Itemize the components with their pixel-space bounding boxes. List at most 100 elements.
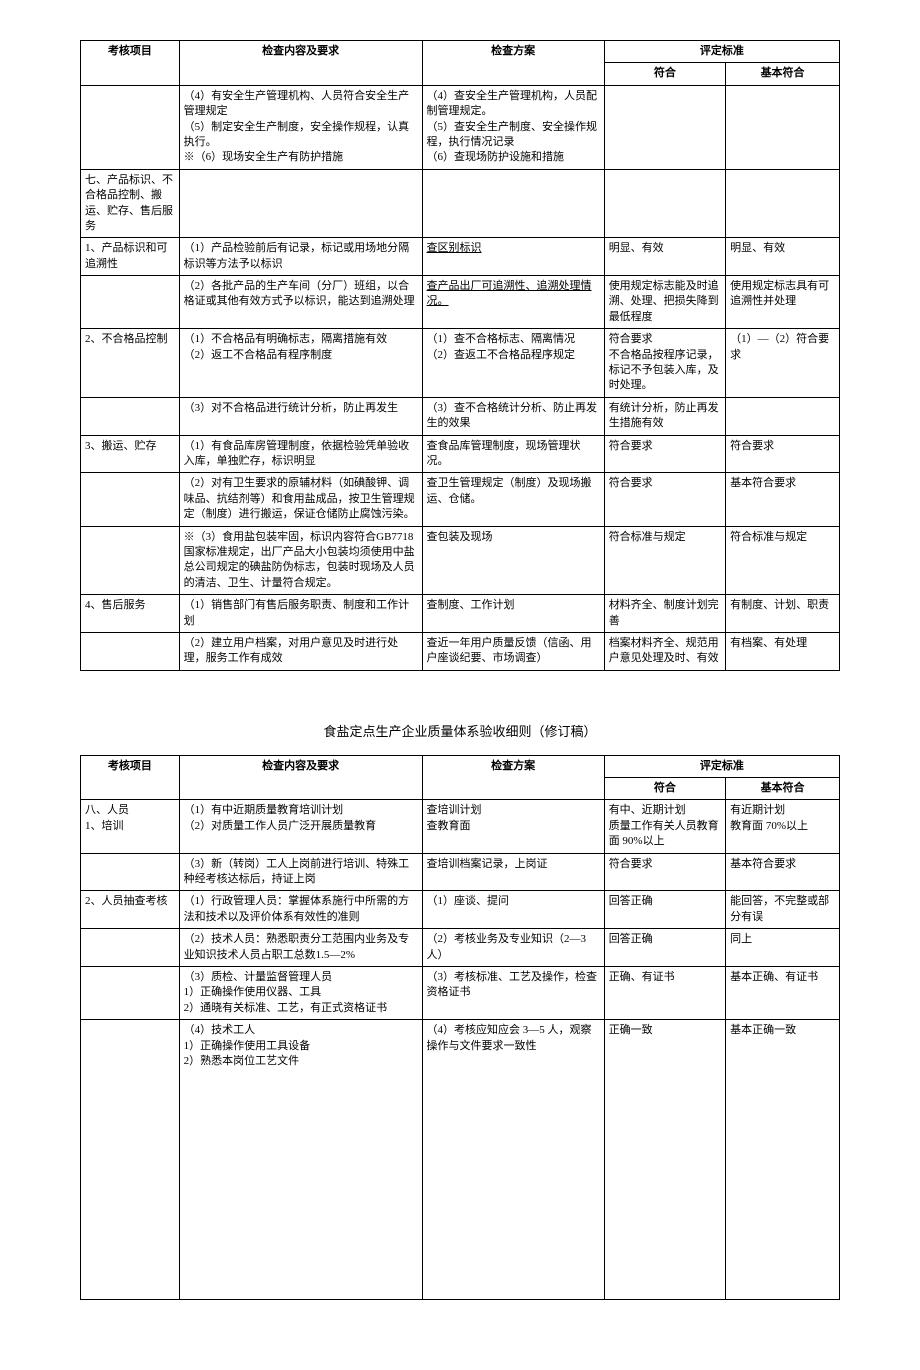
cell-item xyxy=(81,526,180,595)
cell-plan: 查食品库管理制度，现场管理状况。 xyxy=(422,435,604,473)
cell-plan: 查卫生管理规定（制度）及现场搬运、仓储。 xyxy=(422,473,604,526)
cell-conform: 符合要求 xyxy=(604,473,725,526)
cell-basic: 基本符合要求 xyxy=(726,853,840,891)
cell-basic xyxy=(726,169,840,238)
table-row: 2、人员抽查考核（1）行政管理人员：掌握体系施行中所需的方法和技术以及评价体系有… xyxy=(81,891,840,929)
cell-plan: （2）考核业务及专业知识（2—3 人） xyxy=(422,929,604,967)
table-row: （2）对有卫生要求的原辅材料（如碘酸钾、调味品、抗结剂等）和食用盐成品，按卫生管… xyxy=(81,473,840,526)
cell-basic: 符合要求 xyxy=(726,435,840,473)
cell-item xyxy=(81,276,180,329)
cell-content: （3）质检、计量监督管理人员1）正确操作使用仪器、工具2）通晓有关标准、工艺，有… xyxy=(179,966,422,1019)
cell-item: 3、搬运、贮存 xyxy=(81,435,180,473)
cell-conform: 符合标准与规定 xyxy=(604,526,725,595)
cell-conform: 正确、有证书 xyxy=(604,966,725,1019)
cell-item xyxy=(81,85,180,169)
table-row: （2）建立用户档案，对用户意见及时进行处理，服务工作有成效查近一年用户质量反馈（… xyxy=(81,632,840,670)
cell-plan: 查近一年用户质量反馈（信函、用户座谈纪要、市场调查） xyxy=(422,632,604,670)
document-title: 食盐定点生产企业质量体系验收细则（修订稿） xyxy=(80,701,840,755)
cell-plan: （4）考核应知应会 3—5 人，观察操作与文件要求一致性 xyxy=(422,1020,604,1300)
cell-basic: 使用规定标志具有可追溯性并处理 xyxy=(726,276,840,329)
cell-conform: 符合要求 xyxy=(604,435,725,473)
header-content: 检查内容及要求 xyxy=(179,41,422,86)
table-row: （2）各批产品的生产车间（分厂）班组，以合格证或其他有效方式予以标识，能达到追溯… xyxy=(81,276,840,329)
table-row: （4）有安全生产管理机构、人员符合安全生产管理规定（5）制定安全生产制度，安全操… xyxy=(81,85,840,169)
cell-item: 4、售后服务 xyxy=(81,595,180,633)
header-basic: 基本符合 xyxy=(726,63,840,85)
cell-basic: 基本符合要求 xyxy=(726,473,840,526)
table-row: 2、不合格品控制（1）不合格品有明确标志，隔离措施有效（2）返工不合格品有程序制… xyxy=(81,329,840,398)
cell-item: 1、产品标识和可追溯性 xyxy=(81,238,180,276)
cell-content: （3）对不合格品进行统计分析，防止再发生 xyxy=(179,397,422,435)
cell-content xyxy=(179,169,422,238)
cell-plan: 查制度、工作计划 xyxy=(422,595,604,633)
cell-conform: 回答正确 xyxy=(604,929,725,967)
cell-basic xyxy=(726,397,840,435)
table-row: 七、产品标识、不合格品控制、搬运、贮存、售后服务 xyxy=(81,169,840,238)
cell-content: （4）有安全生产管理机构、人员符合安全生产管理规定（5）制定安全生产制度，安全操… xyxy=(179,85,422,169)
cell-plan xyxy=(422,169,604,238)
cell-content: （1）行政管理人员：掌握体系施行中所需的方法和技术以及评价体系有效性的准则 xyxy=(179,891,422,929)
table-row: （2）技术人员：熟悉职责分工范围内业务及专业知识技术人员占职工总数1.5—2%（… xyxy=(81,929,840,967)
table-row: （3）对不合格品进行统计分析，防止再发生（3）查不合格统计分析、防止再发生的效果… xyxy=(81,397,840,435)
cell-plan: （3）考核标准、工艺及操作，检查资格证书 xyxy=(422,966,604,1019)
table-row: （3）质检、计量监督管理人员1）正确操作使用仪器、工具2）通晓有关标准、工艺，有… xyxy=(81,966,840,1019)
cell-plan: 查区别标识 xyxy=(422,238,604,276)
header-conform-2: 符合 xyxy=(604,778,725,800)
cell-content: （2）各批产品的生产车间（分厂）班组，以合格证或其他有效方式予以标识，能达到追溯… xyxy=(179,276,422,329)
cell-item xyxy=(81,1020,180,1300)
cell-basic: 基本正确一致 xyxy=(726,1020,840,1300)
cell-basic: 基本正确、有证书 xyxy=(726,966,840,1019)
cell-basic: 能回答，不完整或部分有误 xyxy=(726,891,840,929)
header-standard-2: 评定标准 xyxy=(604,755,839,777)
cell-item xyxy=(81,853,180,891)
cell-plan: 查包装及现场 xyxy=(422,526,604,595)
cell-item: 2、不合格品控制 xyxy=(81,329,180,398)
header-plan-2: 检查方案 xyxy=(422,755,604,800)
cell-conform: 有中、近期计划质量工作有关人员教育面 90%以上 xyxy=(604,800,725,853)
header-item-2: 考核项目 xyxy=(81,755,180,800)
cell-content: （1）产品检验前后有记录，标记或用场地分隔标识等方法予以标识 xyxy=(179,238,422,276)
cell-plan: （3）查不合格统计分析、防止再发生的效果 xyxy=(422,397,604,435)
cell-basic xyxy=(726,85,840,169)
cell-conform: 材料齐全、制度计划完善 xyxy=(604,595,725,633)
cell-content: （3）新（转岗）工人上岗前进行培训、特殊工种经考核达标后，持证上岗 xyxy=(179,853,422,891)
header-basic-2: 基本符合 xyxy=(726,778,840,800)
cell-conform: 符合要求 xyxy=(604,853,725,891)
cell-conform: 回答正确 xyxy=(604,891,725,929)
header-item: 考核项目 xyxy=(81,41,180,86)
cell-plan: 查产品出厂可追溯性、追溯处理情况。 xyxy=(422,276,604,329)
cell-conform xyxy=(604,85,725,169)
cell-plan: 查培训档案记录，上岗证 xyxy=(422,853,604,891)
cell-item xyxy=(81,632,180,670)
cell-plan: （1）查不合格标志、隔离情况（2）查返工不合格品程序规定 xyxy=(422,329,604,398)
cell-item xyxy=(81,929,180,967)
cell-plan: （1）座谈、提问 xyxy=(422,891,604,929)
cell-basic: 有档案、有处理 xyxy=(726,632,840,670)
cell-conform: 有统计分析，防止再发生措施有效 xyxy=(604,397,725,435)
header-standard: 评定标准 xyxy=(604,41,839,63)
cell-conform: 使用规定标志能及时追溯、处理、把损失降到最低程度 xyxy=(604,276,725,329)
cell-item: 八、人员1、培训 xyxy=(81,800,180,853)
cell-conform: 符合要求不合格品按程序记录，标记不予包装入库，及时处理。 xyxy=(604,329,725,398)
cell-content: （2）对有卫生要求的原辅材料（如碘酸钾、调味品、抗结剂等）和食用盐成品，按卫生管… xyxy=(179,473,422,526)
table-row: 八、人员1、培训（1）有中近期质量教育培训计划（2）对质量工作人员广泛开展质量教… xyxy=(81,800,840,853)
cell-conform: 明显、有效 xyxy=(604,238,725,276)
cell-basic: （1）—（2）符合要求 xyxy=(726,329,840,398)
header-conform: 符合 xyxy=(604,63,725,85)
cell-basic: 有近期计划教育面 70%以上 xyxy=(726,800,840,853)
cell-plan: （4）查安全生产管理机构，人员配制管理规定。（5）查安全生产制度、安全操作规程，… xyxy=(422,85,604,169)
cell-content: （1）不合格品有明确标志，隔离措施有效（2）返工不合格品有程序制度 xyxy=(179,329,422,398)
cell-plan: 查培训计划查教育面 xyxy=(422,800,604,853)
cell-item: 七、产品标识、不合格品控制、搬运、贮存、售后服务 xyxy=(81,169,180,238)
cell-content: （1）销售部门有售后服务职责、制度和工作计划 xyxy=(179,595,422,633)
table-row: ※（3）食用盐包装牢固，标识内容符合GB7718 国家标准规定，出厂产品大小包装… xyxy=(81,526,840,595)
cell-content: （1）有食品库房管理制度，依据检验凭单验收入库，单独贮存，标识明显 xyxy=(179,435,422,473)
cell-basic: 明显、有效 xyxy=(726,238,840,276)
table-row: 3、搬运、贮存（1）有食品库房管理制度，依据检验凭单验收入库，单独贮存，标识明显… xyxy=(81,435,840,473)
cell-conform: 正确一致 xyxy=(604,1020,725,1300)
cell-basic: 有制度、计划、职责 xyxy=(726,595,840,633)
assessment-table-1: 考核项目 检查内容及要求 检查方案 评定标准 符合 基本符合 （4）有安全生产管… xyxy=(80,40,840,671)
cell-conform: 档案材料齐全、规范用户意见处理及时、有效 xyxy=(604,632,725,670)
cell-item xyxy=(81,473,180,526)
cell-content: （1）有中近期质量教育培训计划（2）对质量工作人员广泛开展质量教育 xyxy=(179,800,422,853)
